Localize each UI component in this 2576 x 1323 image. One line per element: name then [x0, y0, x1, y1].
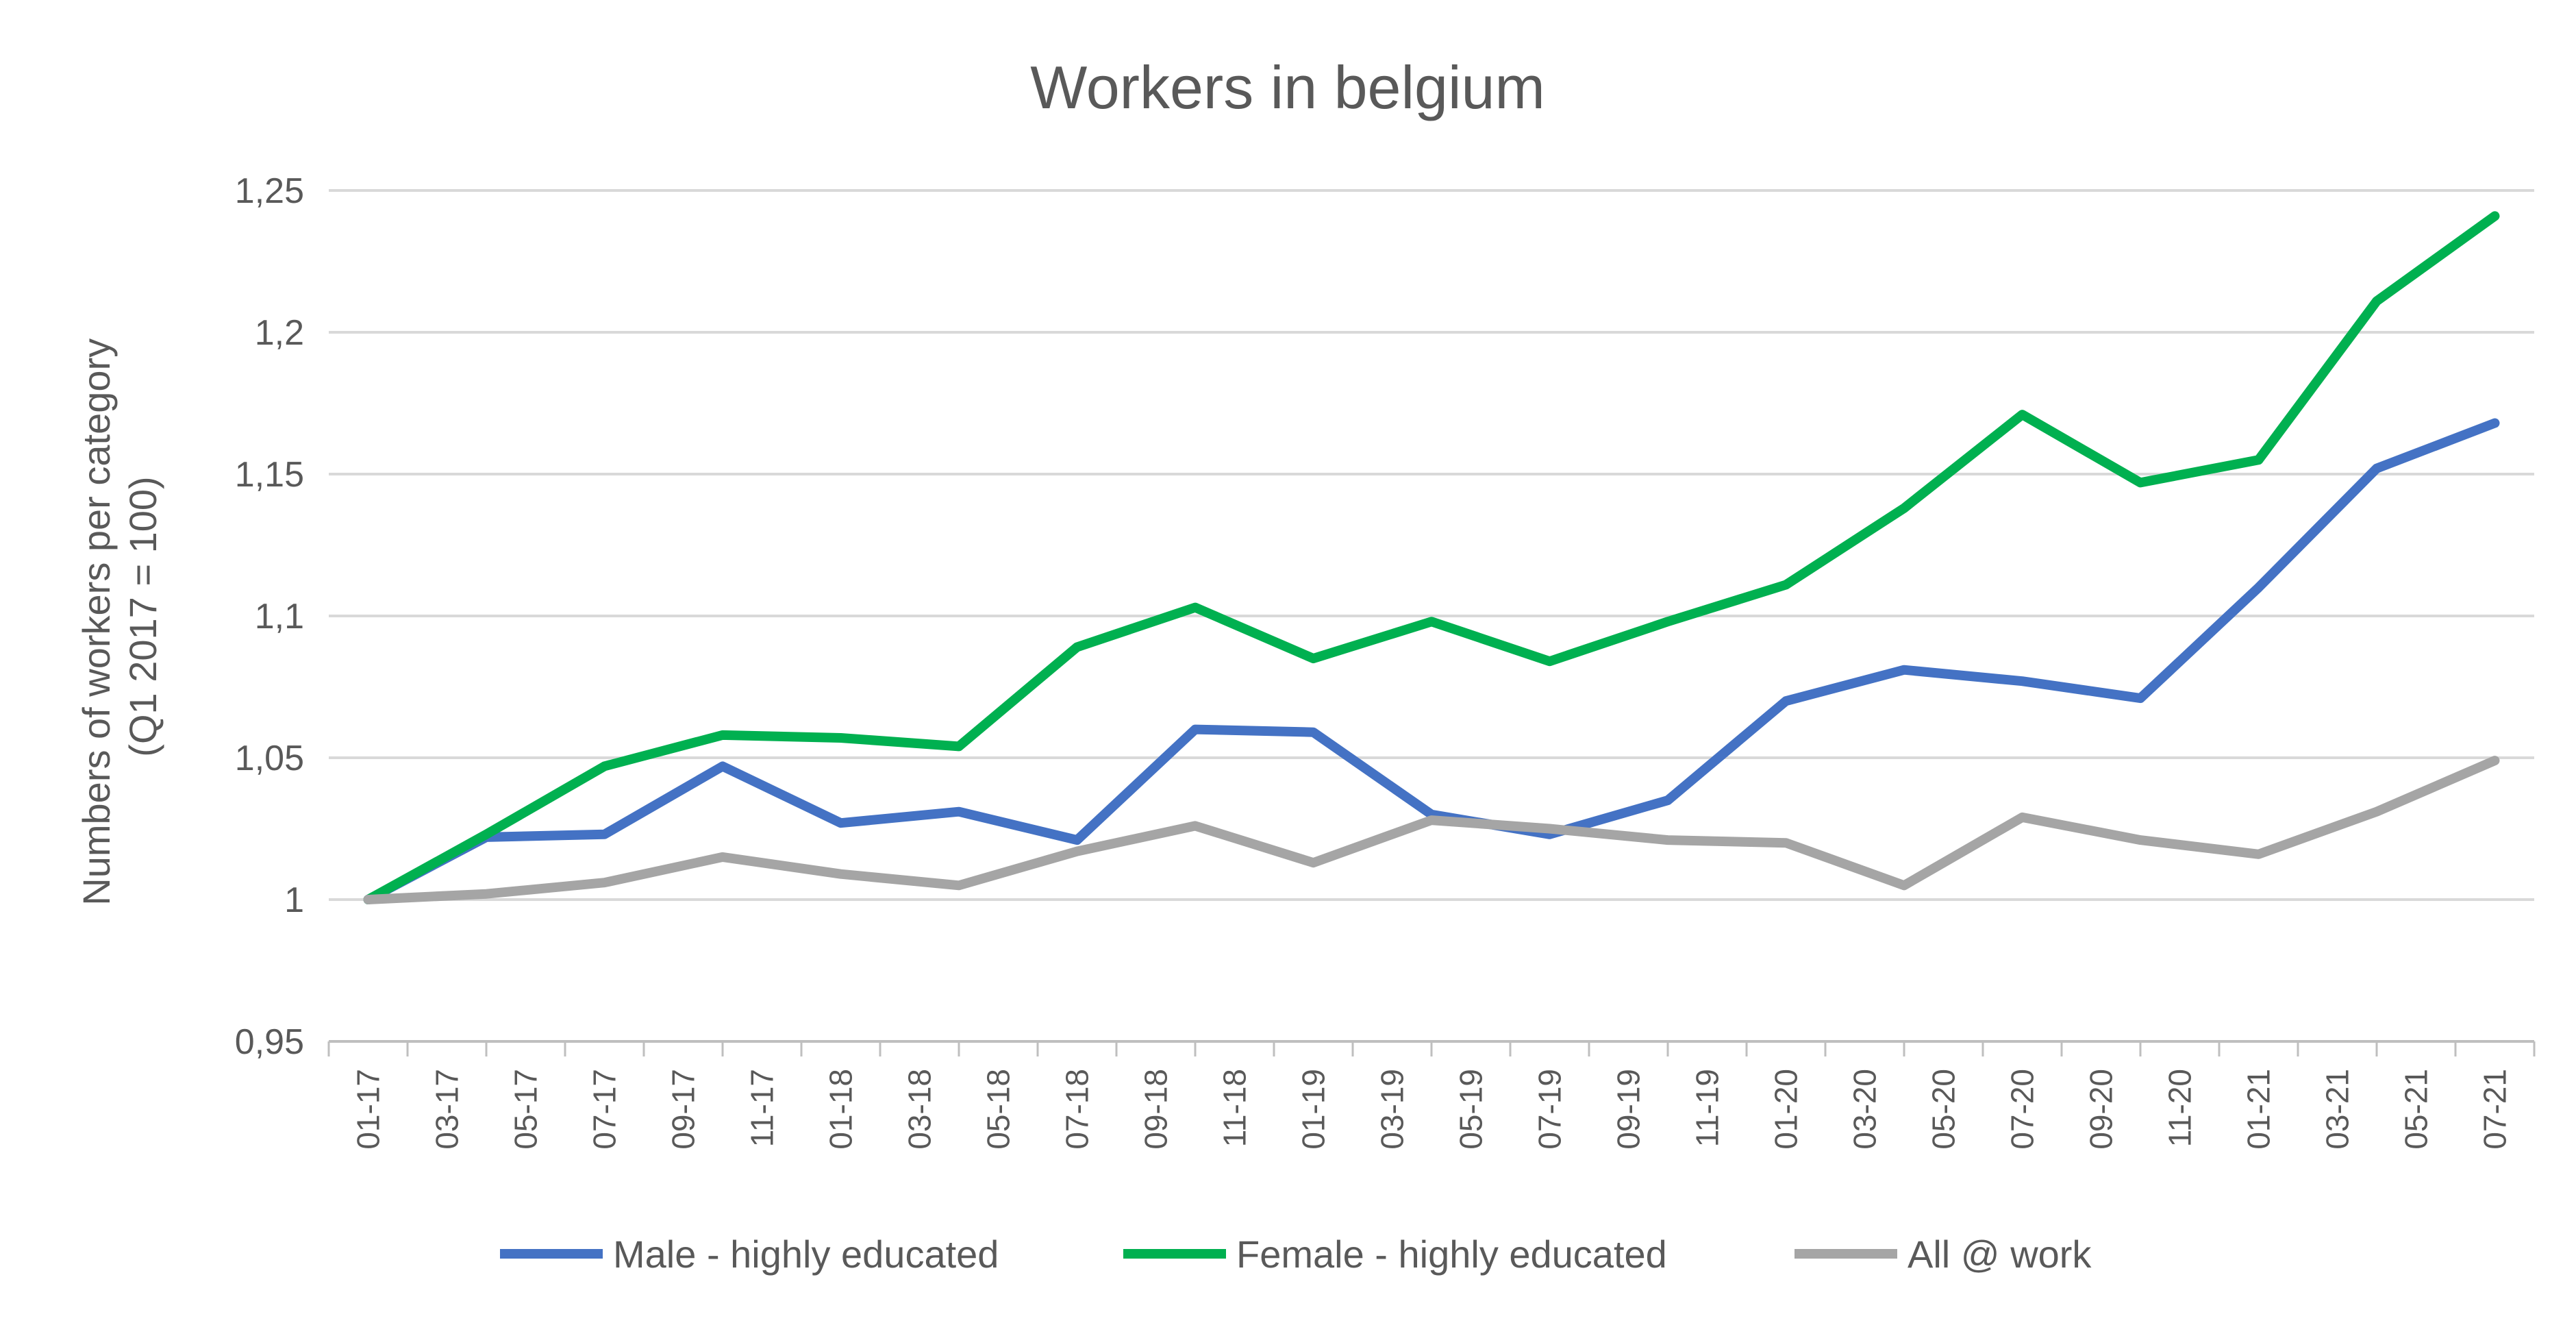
legend-label: Female - highly educated: [1236, 1233, 1667, 1276]
x-tick-label: 11-18: [1217, 1069, 1253, 1147]
x-axis: [327, 1040, 2536, 1056]
x-tick-label: 11-17: [745, 1069, 780, 1147]
x-tick-label: 11-19: [1690, 1069, 1725, 1147]
x-axis-ticks: 01-17 03-17 05-17 07-17 09-17 11-17 01-18 03-18…: [351, 1069, 2513, 1150]
x-tick-label: 03-20: [1847, 1069, 1883, 1150]
series-lines: [363, 211, 2500, 904]
y-tick-label: 1: [284, 880, 304, 920]
y-tick-label: 1,15: [235, 455, 304, 495]
x-tick-label: 05-21: [2399, 1069, 2434, 1150]
x-tick-label: 09-17: [666, 1069, 701, 1150]
x-tick-label: 01-18: [823, 1069, 859, 1150]
chart-title: Workers in belgium: [1030, 53, 1545, 121]
series-line: [363, 756, 2500, 904]
y-tick-label: 1,05: [235, 739, 304, 778]
legend: Male - highly educated Female - highly ed…: [500, 1233, 2092, 1276]
x-tick-label: 03-19: [1375, 1069, 1410, 1150]
x-tick-label: 09-19: [1611, 1069, 1647, 1150]
x-tick-label: 07-18: [1060, 1069, 1095, 1150]
x-tick-label: 05-19: [1453, 1069, 1489, 1150]
legend-label: All @ work: [1908, 1233, 2092, 1276]
gridlines: [329, 189, 2534, 901]
y-tick-label: 1,25: [235, 171, 304, 211]
y-axis-ticks: 0,95 1 1,05 1,1 1,15 1,2 1,25: [235, 171, 304, 1062]
y-axis-label-line-2: (Q1 2017 = 100): [121, 476, 164, 756]
x-tick-label: 09-18: [1138, 1069, 1174, 1150]
x-tick-label: 07-20: [2005, 1069, 2040, 1150]
x-tick-label: 03-18: [902, 1069, 938, 1150]
x-tick-label: 11-20: [2162, 1069, 2198, 1147]
y-axis-label-line-1: Numbers of workers per category: [75, 338, 118, 906]
x-tick-label: 01-21: [2241, 1069, 2277, 1150]
x-tick-label: 07-17: [587, 1069, 623, 1150]
x-tick-label: 01-20: [1768, 1069, 1804, 1150]
x-tick-label: 01-19: [1296, 1069, 1331, 1150]
series-line: [363, 211, 2500, 904]
y-tick-label: 1,2: [255, 313, 304, 353]
x-tick-label: 05-20: [1926, 1069, 1962, 1150]
x-tick-label: 07-19: [1532, 1069, 1568, 1150]
x-tick-label: 05-18: [981, 1069, 1016, 1150]
x-tick-label: 01-17: [351, 1069, 386, 1150]
legend-label: Male - highly educated: [613, 1233, 999, 1276]
x-tick-label: 07-21: [2477, 1069, 2513, 1150]
y-axis-label: Numbers of workers per category (Q1 2017…: [75, 327, 164, 905]
y-tick-label: 1,1: [255, 597, 304, 636]
x-tick-label: 03-21: [2320, 1069, 2355, 1150]
x-tick-label: 03-17: [429, 1069, 465, 1150]
x-tick-label: 09-20: [2084, 1069, 2119, 1150]
x-tick-label: 05-17: [508, 1069, 544, 1150]
series-line: [363, 418, 2500, 904]
y-tick-label: 0,95: [235, 1022, 304, 1062]
